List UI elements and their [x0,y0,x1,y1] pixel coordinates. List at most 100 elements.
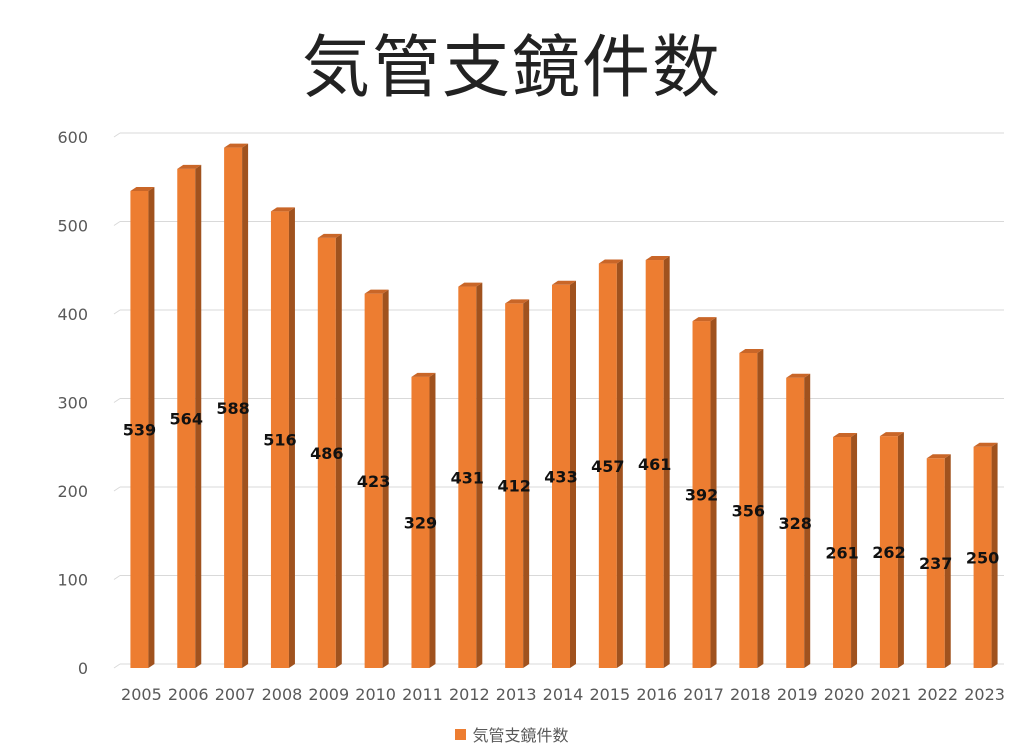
bar-2014 [552,280,576,668]
data-label-2013: 412 [497,477,530,496]
bar-side-2010 [382,289,389,668]
gridline-depth-5 [113,221,121,226]
bar-side-2009 [335,233,342,668]
x-tick-label-2010: 2010 [355,685,396,704]
x-tick-label-2005: 2005 [121,685,162,704]
bar-front-2007 [224,147,243,668]
bar-top-2022 [926,454,951,459]
bar-side-2008 [288,207,295,668]
bar-top-2008 [270,207,295,212]
x-tick-label-2016: 2016 [636,685,677,704]
data-label-2011: 329 [404,513,437,532]
bar-top-2017 [692,317,717,322]
bar-2017 [692,317,717,668]
bar-front-2022 [926,458,945,668]
bar-side-2020 [851,433,858,668]
data-label-2008: 516 [263,431,296,450]
bar-top-2005 [130,186,155,191]
bar-top-2015 [598,259,623,264]
bar-top-2018 [739,348,764,353]
x-tick-label-2018: 2018 [730,685,771,704]
bar-front-2011 [411,376,430,668]
bar-2015 [598,259,623,668]
x-tick-label-2009: 2009 [308,685,349,704]
bar-top-2020 [833,433,858,438]
bar-side-2021 [897,432,904,668]
x-tick-label-2023: 2023 [964,685,1005,704]
x-tick-label-2011: 2011 [402,685,443,704]
y-tick-label-1: 100 [57,571,88,590]
bar-2020 [833,433,858,668]
data-label-2018: 356 [732,501,765,520]
data-label-2009: 486 [310,444,343,463]
bar-2006 [177,164,202,669]
bar-side-2012 [476,282,483,668]
bar-top-2010 [364,289,389,294]
bar-front-2006 [177,168,196,669]
bar-2011 [411,372,436,668]
bar-2010 [364,289,389,668]
data-label-2014: 433 [544,467,577,486]
bar-front-2012 [458,286,477,668]
bar-front-2016 [645,260,664,668]
bar-2013 [505,299,530,668]
x-tick-label-2015: 2015 [589,685,630,704]
x-tick-label-2019: 2019 [777,685,818,704]
data-label-2022: 237 [919,554,952,573]
bar-front-2010 [364,293,383,668]
x-tick-label-2014: 2014 [543,685,584,704]
bar-front-2009 [317,237,336,668]
bar-side-2023 [991,442,998,668]
data-label-2006: 564 [170,409,203,428]
bar-side-2006 [195,164,202,669]
bar-top-2011 [411,372,436,377]
x-tick-label-2012: 2012 [449,685,490,704]
bar-top-2023 [973,442,998,447]
bar-side-2005 [148,186,155,669]
bar-side-2011 [429,372,436,668]
y-tick-label-5: 500 [57,217,88,236]
bar-2016 [645,256,670,668]
bar-front-2008 [270,211,289,668]
bar-side-2014 [570,280,576,668]
y-tick-label-2: 200 [57,482,88,501]
bar-2012 [458,282,483,668]
legend-label: 気管支鏡件数 [472,726,569,745]
gridline-depth-4 [113,309,121,315]
data-label-2017: 392 [685,486,718,505]
bar-side-2013 [523,299,530,668]
bar-2018 [739,348,764,668]
y-tick-label-0: 0 [78,659,88,678]
x-axis-ticks: 2005 2006 2007 2008 2009 2010 2011 2012 2013 2014… [121,685,1005,704]
bar-side-2022 [944,454,951,668]
bar-2007 [224,143,249,668]
x-tick-label-2013: 2013 [496,685,537,704]
bar-side-2016 [663,256,670,668]
bar-2008 [270,207,295,668]
data-label-2023: 250 [966,548,999,567]
x-tick-label-2008: 2008 [262,685,303,704]
bars [130,143,998,669]
gridline-depth-6 [113,132,121,138]
bar-front-2013 [505,303,524,668]
gridline-depth-0 [113,663,121,669]
x-tick-label-2020: 2020 [824,685,865,704]
bar-2005 [130,186,155,669]
bar-front-2023 [973,446,992,668]
gridline-depth-1 [113,575,121,580]
x-tick-label-2017: 2017 [683,685,724,704]
bar-top-2013 [505,299,530,304]
bar-front-2019 [786,377,805,668]
bar-top-2009 [317,233,342,238]
legend-swatch [455,728,467,740]
data-label-2007: 588 [216,399,249,418]
bar-front-2018 [739,352,758,668]
bar-front-2020 [833,437,852,668]
bar-front-2021 [879,436,898,668]
chart-title: 気管支鏡件数 [301,29,722,108]
y-axis-ticks: 0 100 200 300 400 500 600 [57,128,88,678]
gridline-depth-3 [113,398,121,403]
x-tick-label-2022: 2022 [917,685,958,704]
bar-side-2018 [757,348,764,668]
